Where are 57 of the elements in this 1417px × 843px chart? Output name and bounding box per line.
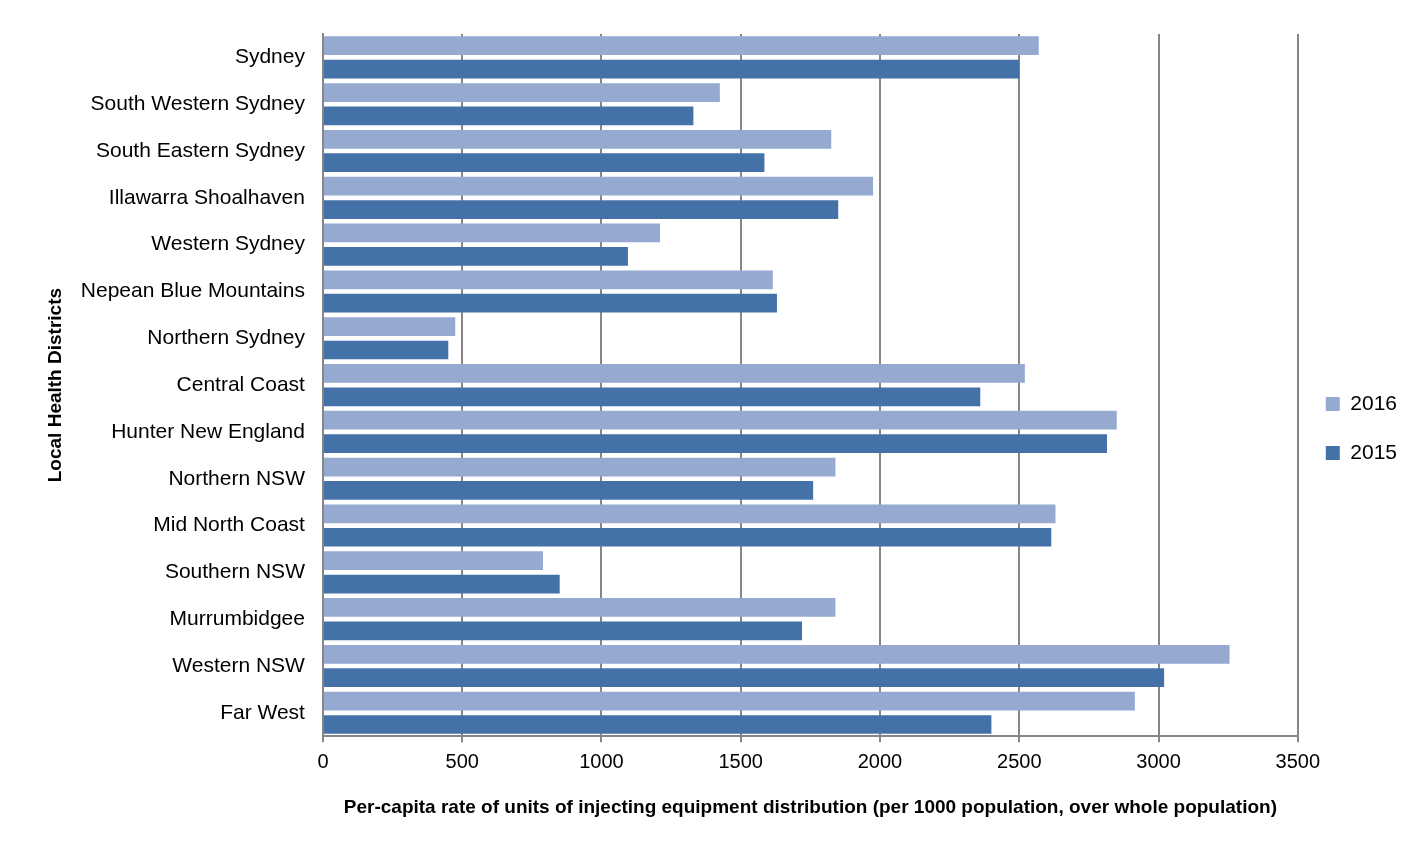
bar (323, 410, 1117, 430)
y-tick-label: Central Coast (176, 371, 306, 395)
bar (323, 434, 1107, 453)
bar (323, 200, 839, 219)
bar (323, 317, 456, 336)
y-tick-label: Illawarra Shoalhaven (108, 184, 305, 208)
bar (323, 621, 803, 641)
bar (323, 551, 543, 571)
bar (323, 598, 836, 617)
x-tick-label: 2000 (857, 749, 903, 772)
y-tick-label: Northern NSW (168, 465, 306, 489)
legend-label: 2015 (1350, 439, 1397, 463)
y-tick-label: Hunter New England (111, 418, 305, 442)
bar (323, 387, 981, 407)
bar (323, 574, 560, 594)
y-tick-label: Nepean Blue Mountains (80, 278, 305, 302)
bar (323, 59, 1020, 79)
y-tick-label: Sydney (234, 44, 306, 68)
x-axis-title: Per-capita rate of units of injecting equipment distribution (per 1000 population, over whole population) (343, 795, 1277, 817)
y-tick-label: Murrumbidgee (169, 605, 305, 629)
y-tick-label: Southern NSW (164, 559, 306, 583)
y-tick-label: South Eastern Sydney (95, 137, 306, 161)
bar (323, 527, 1052, 547)
y-tick-label: Western NSW (172, 652, 306, 676)
bar (323, 457, 836, 477)
y-tick-label: Northern Sydney (147, 325, 306, 349)
bar (323, 481, 814, 500)
bar (323, 293, 777, 313)
x-tick-label: 0 (317, 749, 329, 772)
bar (323, 106, 694, 126)
x-tick-label: 3000 (1136, 749, 1181, 772)
x-tick-label: 500 (445, 749, 479, 772)
bar (323, 247, 628, 266)
bar (323, 83, 720, 102)
bar (323, 270, 773, 290)
x-tick-label: 1500 (718, 749, 763, 772)
y-tick-label: Far West (220, 699, 306, 723)
bar (323, 691, 1135, 711)
y-tick-label: Western Sydney (151, 231, 306, 255)
bar (323, 223, 660, 243)
x-tick-label: 2500 (997, 749, 1042, 772)
bar (323, 129, 832, 149)
y-tick-label: Mid North Coast (153, 512, 306, 536)
x-tick-label: 1000 (579, 749, 624, 772)
bar (323, 36, 1039, 56)
legend-label: 2016 (1350, 390, 1397, 414)
bar (323, 644, 1230, 664)
bar (323, 715, 992, 734)
y-axis-title: Local Health Districts (43, 287, 65, 483)
x-tick-label: 3500 (1275, 749, 1321, 772)
bar (323, 176, 874, 196)
bar (323, 364, 1025, 383)
bar (323, 504, 1056, 524)
bar (323, 153, 765, 173)
y-tick-label: South Western Sydney (90, 91, 306, 115)
bar (323, 668, 1165, 688)
bar (323, 340, 449, 360)
